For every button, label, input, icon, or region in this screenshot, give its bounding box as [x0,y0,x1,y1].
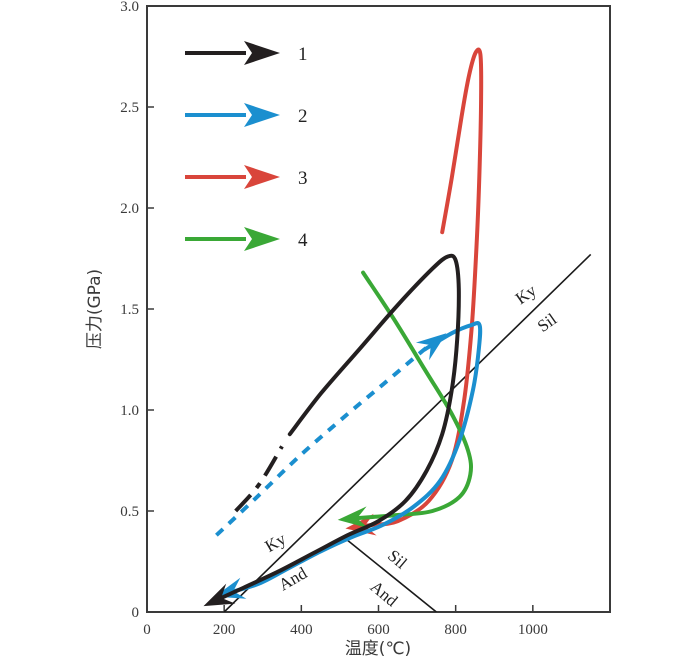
mineral-label: Sil [384,546,411,573]
path-3-solid [353,47,484,530]
path-2-solid [222,321,483,596]
x-tick-label: 200 [213,622,236,638]
y-tick-label: 2.5 [120,100,139,116]
legend-arrow-4 [244,227,280,251]
mineral-label: And [367,577,402,611]
path-1-solid [210,253,461,604]
pt-paths [203,47,484,607]
y-tick-label: 2.0 [120,201,139,217]
legend-label-3: 3 [298,168,308,189]
mineral-label: And [275,563,310,594]
x-tick-label: 1000 [518,622,548,638]
legend-label-4: 4 [298,230,308,251]
legend: 1 2 3 4 [185,41,308,251]
mineral-label: Ky [512,280,540,308]
legend-arrow-1 [244,41,280,65]
legend-label-2: 2 [298,106,308,127]
y-tick-label: 1.0 [120,403,139,419]
legend-label-1: 1 [298,44,308,65]
y-tick-label: 0.5 [120,504,139,520]
path-2-dashed [215,339,436,537]
legend-arrow-3 [244,165,280,189]
y-tick-label: 3.0 [120,0,139,15]
phase-boundaries [223,253,592,612]
legend-arrow-2 [244,103,280,127]
x-tick-label: 600 [367,622,390,638]
y-axis-title: 压力(GPa) [85,269,105,349]
mineral-label: Sil [534,309,561,336]
y-tick-label: 1.5 [120,302,139,318]
path-1-arrow [203,583,236,607]
x-axis: 0 200 400 600 800 1000 [143,605,548,638]
path-4-arrow [337,506,369,529]
x-axis-title: 温度(℃) [345,639,411,659]
y-axis: 0 0.5 1.0 1.5 2.0 2.5 3.0 [120,0,154,621]
x-tick-label: 400 [290,622,313,638]
y-tick-label: 0 [132,605,140,621]
boundary-ky-sil [223,253,592,612]
boundary-sil-and [343,536,437,612]
x-tick-label: 800 [444,622,467,638]
x-tick-label: 0 [143,622,151,638]
path-1-dashed [234,445,284,513]
